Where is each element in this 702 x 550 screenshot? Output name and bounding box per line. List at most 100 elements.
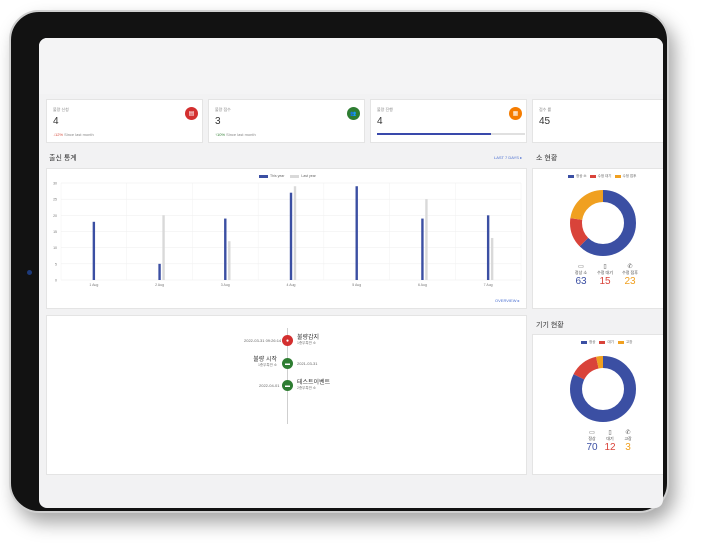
timeline-date: 2021-03-31	[297, 361, 318, 366]
bar-last-year	[425, 199, 428, 280]
bar-last-year	[162, 215, 165, 280]
last-7-days-link[interactable]: LAST 7 DAYS ▸	[494, 155, 522, 160]
chevron-right-icon: ▸	[517, 298, 520, 303]
kpi-card-received[interactable]: 불량 접수 3 ↑10% Since last month 👥	[208, 99, 365, 143]
camera-dot	[27, 270, 32, 275]
legend-waiting: 대기	[599, 340, 614, 345]
bar-this-year	[355, 186, 358, 280]
legend-label: 수정 접후	[622, 174, 637, 178]
legend-label: 수정 대기	[597, 174, 612, 178]
timeline-date: 2022-04-01	[259, 383, 280, 388]
timeline-title: 테스트이벤트	[297, 380, 331, 386]
bar-this-year	[92, 221, 96, 280]
tablet-icon: ▯	[603, 264, 607, 270]
kpi-trend: ↑10% Since last month	[215, 132, 256, 137]
chart-legend: This year Last year	[259, 174, 316, 178]
overview-link[interactable]: OVERVIEW ▸	[495, 298, 520, 303]
alert-icon: ●	[282, 335, 293, 346]
legend-label: 정상 소	[576, 174, 587, 178]
kpi-value: 4	[53, 116, 59, 127]
kpi-label: 불량 접수	[215, 107, 231, 112]
x-tick-label: 1 Aug	[89, 283, 98, 287]
donut-slice-2	[570, 190, 636, 256]
trend-up-icon: ↑	[215, 132, 217, 137]
stat-value: 23	[624, 276, 636, 287]
stat-label: 대기	[606, 436, 614, 441]
legend-this-year: This year	[259, 174, 284, 178]
trend-percent: 12%	[55, 132, 64, 137]
last-7-days-label: LAST 7 DAYS	[494, 155, 519, 160]
timeline-line	[287, 328, 288, 424]
tablet-icon: ▯	[608, 430, 612, 436]
event-icon: ▬	[282, 380, 293, 391]
kpi-label: 불량 진행	[377, 107, 393, 112]
progress-fill	[377, 133, 491, 135]
x-tick-label: 2 Aug	[155, 283, 164, 287]
situation-donut	[570, 190, 636, 256]
legend-label: 고장	[625, 340, 633, 344]
timeline-sub: 2층무특반 소	[297, 386, 317, 390]
event-icon: ▬	[282, 358, 293, 369]
stat-fixed: ✆ 수정 접후 23	[615, 263, 645, 287]
stat-label: 수정 접후	[622, 270, 638, 275]
user-group-icon: 👥	[347, 107, 360, 120]
timeline-event[interactable]: 불량 시작 1층무특반 소	[241, 354, 277, 368]
y-tick-label: 20	[53, 214, 57, 218]
bar-this-year	[486, 215, 490, 280]
situation-card: 정상 소 수정 대기 수정 접후 ▭ 정상 소 63 ▯ 수정 대기 15 ✆ 수정 접후…	[532, 168, 663, 309]
dashboard-screen: 불량 신청 4 ↓12% Since last month ▤ 불량 접수 3 …	[39, 38, 663, 508]
device-status-card: 정상 대기 고장 ▭ 정상 70 ▯ 대기 12 ✆ 고장 3	[532, 334, 663, 475]
legend-last-year: Last year	[290, 174, 316, 178]
laptop-icon: ▭	[589, 430, 595, 436]
legend-label: 정상	[589, 340, 596, 344]
overview-label: OVERVIEW	[495, 298, 517, 303]
bar-this-year	[158, 263, 161, 280]
timeline-card: ● 2022-03-31 09:26:14 불량감지 1층무특반 소 ▬ 불량 …	[46, 315, 527, 475]
timeline-date: 2022-03-31 09:26:14	[244, 338, 282, 343]
kpi-trend: ↓12% Since last month	[53, 132, 94, 137]
device-donut	[570, 356, 636, 422]
stat-value: 70	[586, 442, 598, 453]
timeline-title: 불량 시작	[253, 357, 277, 363]
y-tick-label: 15	[53, 230, 57, 234]
kpi-card-in-progress[interactable]: 불량 진행 4 ▦	[370, 99, 527, 143]
kpi-label: 불량 신청	[53, 107, 69, 112]
kpi-card-rate[interactable]: 접수 률 45	[532, 99, 663, 143]
stat-waiting: ▯ 수정 대기 15	[590, 263, 620, 287]
legend-normal: 정상	[581, 340, 595, 345]
x-tick-label: 7 Aug	[484, 283, 493, 287]
kpi-value: 45	[539, 116, 551, 127]
bar-chart: 0 5 10 15 20 25 30 1 Aug 2 Aug 3 Aug 4 Aug 5 Aug 6 A…	[53, 182, 522, 287]
trend-text: Since last month	[226, 132, 256, 137]
y-tick-label: 0	[55, 279, 57, 283]
stat-label: 수정 대기	[597, 270, 613, 275]
list-icon: ▤	[185, 107, 198, 120]
timeline-sub: 1층무특반 소	[297, 341, 317, 345]
device-status-title: 기기 현황	[536, 322, 564, 329]
device-legend: 정상 대기 고장	[581, 340, 632, 345]
stat-normal: ▭ 정상 70	[577, 429, 607, 453]
stat-label: 고장	[624, 436, 632, 441]
legend-label: Last year	[301, 174, 316, 178]
y-tick-label: 30	[53, 182, 57, 186]
stat-label: 정상 소	[574, 270, 588, 275]
tablet-frame: 불량 신청 4 ↓12% Since last month ▤ 불량 접수 3 …	[9, 10, 669, 513]
kpi-card-requests[interactable]: 불량 신청 4 ↓12% Since last month ▤	[46, 99, 203, 143]
bar-this-year	[224, 218, 227, 280]
stat-value: 15	[599, 276, 611, 287]
stat-value: 12	[604, 442, 616, 453]
laptop-icon: ▭	[578, 264, 584, 270]
timeline-event[interactable]: 테스트이벤트 2층무특반 소	[297, 377, 330, 391]
bar-last-year	[228, 241, 231, 280]
y-tick-label: 25	[53, 198, 57, 202]
x-tick-label: 5 Aug	[352, 283, 361, 287]
timeline-event[interactable]: 불량감지 1층무특반 소	[297, 332, 319, 346]
legend-label: 대기	[607, 340, 614, 344]
legend-waiting: 수정 대기	[589, 174, 612, 179]
donut-slice-2	[570, 356, 636, 422]
stat-waiting: ▯ 대기 12	[595, 429, 625, 453]
stat-label: 정상	[588, 436, 596, 441]
situation-legend: 정상 소 수정 대기 수정 접후	[568, 174, 636, 179]
clipboard-icon: ▦	[509, 107, 522, 120]
donut-slice-1	[570, 190, 636, 256]
